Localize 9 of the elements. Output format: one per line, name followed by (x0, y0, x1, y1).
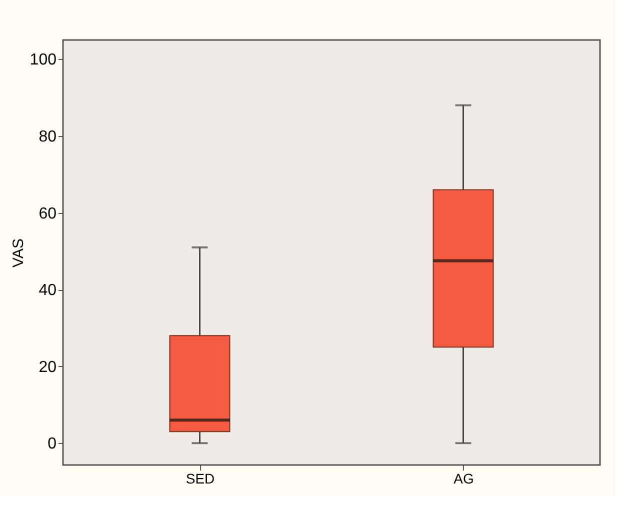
y-tick-label: 40 (38, 282, 57, 300)
x-tick-label: AG (454, 470, 474, 486)
y-tick-label: 80 (38, 128, 57, 146)
x-tick-label: SED (186, 470, 215, 486)
y-axis-title: VAS (10, 238, 27, 268)
y-tick-label: 60 (38, 205, 57, 222)
y-tick-label: 0 (48, 436, 57, 453)
y-tick-label: 100 (30, 52, 57, 69)
y-tick-label: 20 (38, 358, 57, 376)
